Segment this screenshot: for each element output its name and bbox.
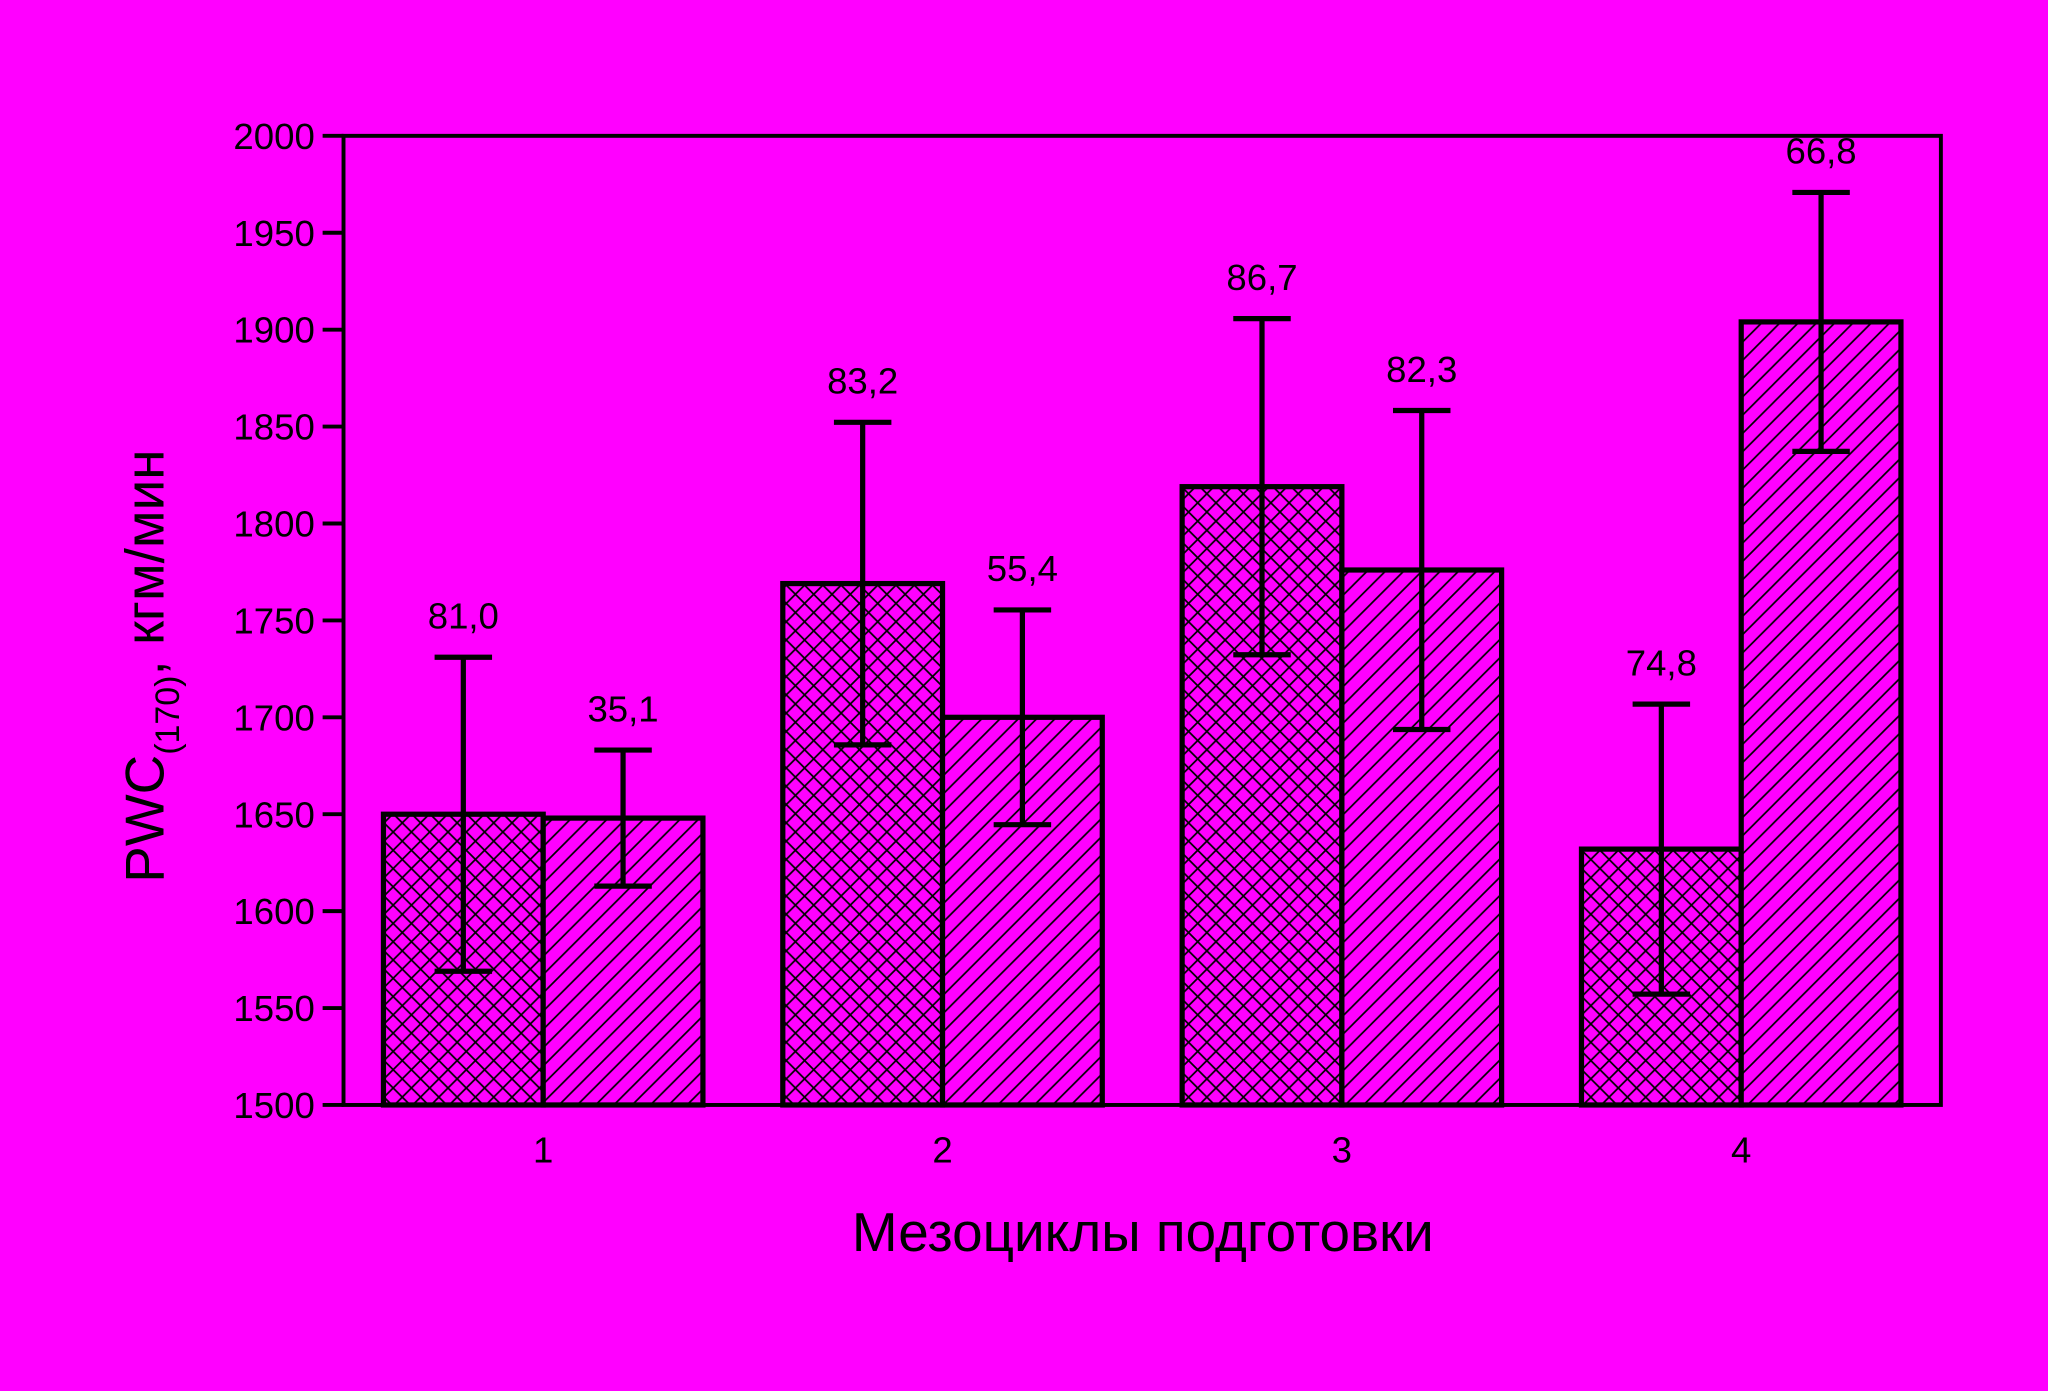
error-label: 66,8 (1785, 131, 1856, 172)
x-tick-label: 2 (932, 1129, 952, 1170)
y-tick-label: 1600 (233, 891, 314, 932)
error-label: 82,3 (1386, 349, 1457, 390)
error-label: 86,7 (1226, 257, 1297, 298)
bar (1339, 567, 1505, 1108)
error-bar (833, 419, 892, 748)
y-axis-title-main: PWC (113, 755, 175, 883)
error-bar (1632, 701, 1691, 997)
x-tick-label: 3 (1332, 1129, 1352, 1170)
y-tick-label: 1900 (233, 310, 314, 351)
y-tick-label: 1850 (233, 407, 314, 448)
y-tick-label: 1750 (233, 600, 314, 641)
error-label: 55,4 (987, 548, 1058, 589)
y-tick-label: 1650 (233, 794, 314, 835)
error-label: 83,2 (827, 361, 898, 402)
y-tick-label: 1950 (233, 213, 314, 254)
error-bar (594, 747, 652, 889)
error-bar (1792, 189, 1850, 454)
y-tick-label: 1550 (233, 988, 314, 1029)
y-tick-label: 1800 (233, 504, 314, 545)
y-axis-title-unit: , кгм/мин (113, 449, 175, 675)
error-bar (1233, 315, 1291, 658)
y-axis-title-sub: (170) (149, 676, 187, 755)
error-label: 74,8 (1626, 642, 1697, 683)
x-tick-label: 4 (1731, 1129, 1751, 1170)
y-tick-label: 2000 (233, 116, 314, 157)
y-axis-title: PWC(170), кгм/мин (113, 449, 187, 882)
error-label: 35,1 (587, 688, 658, 729)
y-tick-label: 1700 (233, 697, 314, 738)
x-tick-label: 1 (533, 1129, 553, 1170)
y-tick-label: 1500 (233, 1085, 314, 1126)
error-label: 81,0 (428, 595, 499, 636)
error-bar (993, 607, 1052, 828)
error-bar (434, 654, 493, 974)
error-bar (1393, 407, 1451, 733)
x-axis-title: Мезоциклы подготовки (852, 1201, 1434, 1263)
